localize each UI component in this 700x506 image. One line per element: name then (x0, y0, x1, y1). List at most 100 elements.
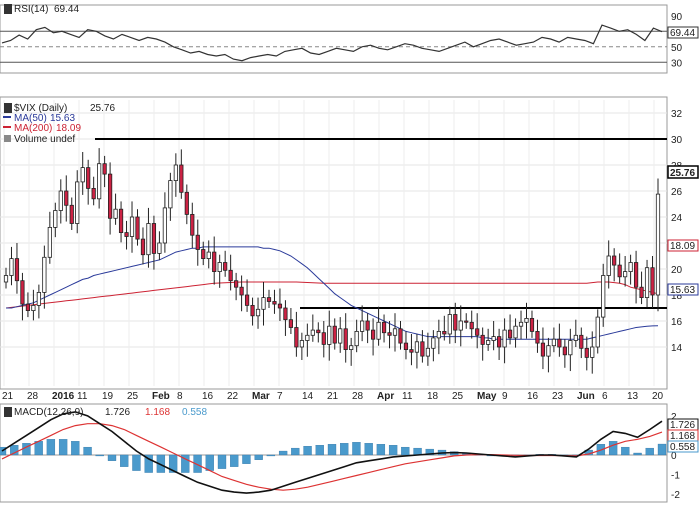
candle (464, 313, 469, 329)
candle (453, 302, 458, 344)
candle (108, 162, 113, 235)
candle (294, 311, 299, 357)
candle (305, 323, 310, 357)
candle (283, 300, 288, 336)
macd-hist-bar (156, 454, 166, 473)
macd-hist-bar (352, 442, 361, 456)
candle (425, 332, 430, 366)
rsi-legend-name: RSI(14) (14, 4, 48, 15)
candle (206, 240, 211, 269)
candle (606, 240, 611, 289)
candle (365, 313, 370, 344)
candle (546, 337, 551, 373)
macd-y-tick: 0 (671, 451, 677, 462)
candle (475, 313, 480, 349)
macd-badges: 1.726 1.168 0.558 (667, 418, 699, 453)
candle (195, 219, 200, 266)
candle (36, 284, 41, 319)
price-x-tick: 21 (327, 391, 339, 402)
macd-hist-bar (120, 454, 129, 467)
macd-last-value: 1.726 (670, 420, 695, 431)
candle (91, 176, 96, 206)
candle (53, 202, 58, 238)
candle (157, 231, 162, 260)
candle (20, 272, 25, 321)
candle (69, 197, 74, 230)
candle (14, 243, 20, 294)
candle (64, 175, 69, 222)
price-y-tick: 20 (671, 265, 683, 276)
candle (299, 332, 304, 360)
legend-vix: $VIX (Daily) (14, 103, 67, 114)
candle (398, 321, 403, 350)
candle (244, 279, 250, 312)
macd-hist-bar (71, 441, 80, 456)
price-x-tick: Jun (577, 391, 595, 402)
candle (239, 275, 244, 312)
ma200-badge: 18.09 (667, 239, 699, 252)
price-x-tick: 21 (2, 391, 14, 402)
candle (644, 259, 650, 308)
candle (513, 318, 518, 348)
price-y-tick: 32 (671, 109, 683, 120)
candle (557, 323, 562, 357)
candle (86, 159, 91, 205)
candle (129, 201, 135, 253)
macd-legend-name: MACD(12,26,9) (14, 407, 83, 418)
candle (376, 306, 381, 346)
candle (392, 313, 398, 352)
price-y-tick: 24 (671, 213, 683, 224)
macd-hist-bar (34, 441, 43, 456)
candle (502, 318, 507, 364)
price-x-tick: 23 (552, 391, 564, 402)
price-y-tick: 18 (671, 291, 683, 302)
candle (617, 253, 622, 284)
candle (162, 192, 167, 253)
price-x-tick: 25 (127, 391, 139, 402)
macd-hist-bar (168, 454, 178, 473)
candle (217, 254, 222, 288)
macd-hist-bar (181, 454, 190, 473)
price-x-tick: 14 (302, 391, 314, 402)
macd-hist-bar (340, 443, 349, 456)
candle (310, 314, 315, 342)
candle (25, 292, 31, 318)
price-x-tick: 8 (177, 391, 183, 402)
macd-hist-bar (413, 447, 422, 456)
ma50-badge: 15.63 (667, 283, 699, 296)
macd-hist-bar (132, 454, 141, 471)
candle (140, 227, 146, 265)
candle (168, 172, 173, 221)
candle (573, 319, 578, 347)
price-y-tick: 30 (671, 135, 683, 146)
price-y-tick: 16 (671, 317, 683, 328)
macd-hist-bar (217, 454, 227, 469)
candle (436, 319, 441, 355)
price-x-tick: 28 (352, 391, 364, 402)
candle (97, 148, 102, 209)
candle (234, 272, 239, 301)
candle (184, 184, 189, 225)
candle (201, 241, 206, 266)
price-x-tick: 13 (627, 391, 639, 402)
candle (261, 282, 266, 326)
candle (480, 327, 485, 361)
last-price-value: 25.76 (670, 168, 695, 179)
candle (113, 193, 118, 225)
macd-hist-bar (645, 447, 654, 456)
price-x-tick: 16 (202, 391, 214, 402)
candle (118, 201, 124, 243)
macd-hist-bar (10, 445, 19, 456)
candle (529, 310, 535, 338)
macd-hist-bar (315, 445, 324, 456)
rsi-line (1, 24, 663, 62)
candle (47, 211, 52, 264)
macd-hist-bar (621, 446, 630, 456)
candle (42, 245, 47, 309)
rsi-tick: 90 (671, 12, 683, 23)
macd-y-tick: 2 (671, 412, 677, 423)
rsi-reference-lines (0, 30, 667, 63)
candle (562, 339, 567, 368)
macd-y-tick: -1 (671, 471, 680, 482)
price-x-tick: Apr (377, 391, 394, 402)
